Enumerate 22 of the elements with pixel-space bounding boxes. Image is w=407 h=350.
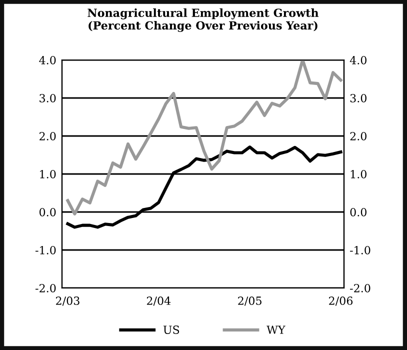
x-tick-label: 2/05 (238, 296, 262, 306)
y-tick-label: -2.0 (36, 284, 56, 292)
y2-tick-label: -1.0 (350, 246, 370, 254)
x-tick-label: 2/04 (146, 296, 171, 306)
y-tick-label: 2.0 (40, 132, 56, 140)
y-tick-label: 4.0 (39, 56, 56, 64)
line-series (66, 60, 342, 216)
y-tick-label: 1.0 (40, 170, 56, 178)
y2-tick-label: 3.0 (350, 94, 366, 102)
y2-tick-label: -2.0 (350, 284, 370, 292)
x-tick-label: 2/03 (56, 296, 80, 306)
legend-label: US (163, 326, 180, 334)
y-tick-label: 3.0 (40, 94, 56, 102)
x-tick-label: 2/06 (329, 296, 353, 306)
y2-tick-label: 2.0 (350, 132, 366, 140)
y-tick-label: -1.0 (36, 246, 56, 254)
legend-label: WY (266, 326, 286, 334)
y2-tick-label: 1.0 (350, 170, 366, 178)
chart-title: Nonagricultural Employment Growth (Percent Change Over Previous Year) (88, 8, 319, 32)
y-tick-label: 0.0 (40, 208, 56, 216)
y2-tick-label: 4.0 (350, 56, 366, 64)
y2-tick-label: 0.0 (350, 208, 366, 216)
